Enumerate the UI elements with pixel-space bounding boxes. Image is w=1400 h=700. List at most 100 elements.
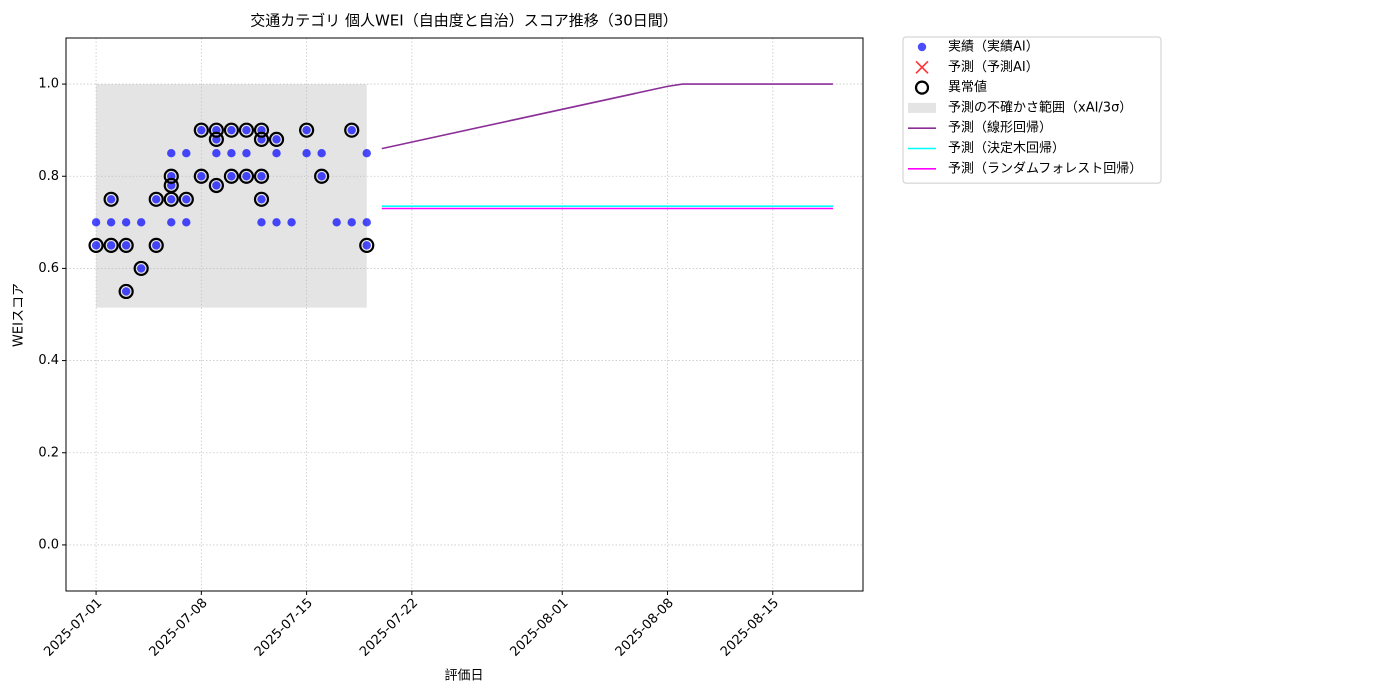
data-point (182, 149, 191, 158)
data-point (136, 218, 146, 227)
legend-swatch (908, 102, 936, 113)
legend-label: 予測（ランダムフォレスト回帰） (948, 160, 1142, 176)
data-point (106, 195, 116, 204)
anomaly-marker (208, 177, 224, 194)
anomaly-marker (299, 122, 315, 138)
data-point (362, 149, 371, 158)
data-point (182, 195, 191, 204)
anomaly-marker (359, 237, 375, 253)
anomaly-marker (223, 122, 240, 138)
anomaly-marker (133, 260, 149, 277)
anomaly-marker (103, 237, 119, 253)
anomaly-marker (163, 168, 179, 184)
anomaly-marker (88, 237, 104, 253)
data-point (227, 149, 236, 158)
chart-title: 交通カテゴリ 個人WEI（自由度と自治）スコア推移（30日間） (250, 12, 678, 30)
data-point (302, 149, 311, 158)
data-point (257, 218, 266, 227)
legend-box (902, 36, 1162, 184)
y-axis-label: WEIスコア (12, 283, 27, 347)
forecast-line (381, 83, 833, 150)
data-point (227, 172, 236, 181)
data-point (212, 181, 221, 190)
data-point (121, 287, 131, 296)
anomaly-marker (208, 122, 224, 138)
data-point (242, 149, 251, 158)
legend-swatch (917, 42, 927, 52)
data-point (332, 218, 341, 227)
legend-swatch (914, 80, 930, 95)
y-tick-label: 0.6 (38, 261, 59, 276)
data-point (197, 125, 206, 135)
x-axis-label: 評価日 (444, 669, 483, 684)
legend-label: 実績（実績AI） (948, 39, 1039, 55)
anomaly-marker (163, 177, 179, 194)
data-point (167, 195, 176, 204)
plot (88, 83, 833, 308)
anomaly-marker (208, 131, 224, 147)
data-point (317, 172, 326, 181)
anomaly-marker (253, 191, 270, 207)
anomaly-marker (118, 283, 134, 300)
data-point (362, 241, 371, 250)
y-tick-label: 1.0 (38, 77, 59, 92)
data-point (257, 195, 266, 204)
data-point (106, 218, 116, 227)
data-point (121, 218, 131, 227)
data-point (272, 135, 281, 144)
data-point (242, 172, 251, 181)
legend-label: 予測（予測AI） (948, 60, 1039, 75)
anomaly-marker (344, 122, 360, 138)
anomaly-marker (268, 131, 285, 147)
data-point (121, 241, 131, 250)
anomaly-marker (178, 191, 194, 207)
anomaly-marker (238, 122, 255, 138)
data-point (182, 218, 191, 227)
data-point (167, 218, 176, 227)
data-point (347, 218, 356, 227)
data-point (362, 218, 371, 227)
data-point (212, 149, 221, 158)
plot-frame (65, 37, 864, 592)
data-point (91, 241, 101, 250)
legend-label: 予測の不確かさ範囲（xAI/3σ） (948, 99, 1132, 115)
data-point (272, 149, 281, 158)
data-point (227, 125, 236, 135)
anomaly-marker (314, 168, 330, 184)
y-tick-label: 0.0 (38, 537, 59, 552)
anomaly-marker (103, 191, 119, 207)
data-point (242, 125, 251, 135)
y-tick-label: 0.2 (38, 445, 59, 460)
legend-label: 予測（決定木回帰） (948, 140, 1065, 156)
data-point (257, 172, 266, 181)
data-point (136, 264, 146, 273)
anomaly-marker (193, 122, 209, 138)
data-point (91, 218, 101, 227)
anomaly-marker (223, 168, 240, 184)
data-point (317, 149, 326, 158)
data-point (287, 218, 296, 227)
y-tick-label: 0.8 (38, 169, 59, 184)
data-point (106, 241, 116, 250)
anomaly-marker (148, 237, 164, 253)
data-point (197, 172, 206, 181)
anomaly-marker (253, 131, 270, 147)
legend-label: 予測（線形回帰） (948, 120, 1052, 136)
data-point (347, 125, 356, 135)
data-point (152, 241, 161, 250)
y-tick-label: 0.4 (38, 353, 59, 368)
legend-label: 異常値 (948, 79, 987, 95)
data-point (152, 195, 161, 204)
legend-swatch (915, 60, 929, 74)
uncertainty-band (96, 84, 367, 308)
data-point (272, 218, 281, 227)
anomaly-marker (253, 122, 270, 138)
anomaly-marker (148, 191, 164, 207)
anomaly-marker (118, 237, 134, 253)
anomaly-marker (193, 168, 209, 184)
anomaly-marker (253, 168, 270, 184)
data-point (302, 125, 311, 135)
anomaly-marker (238, 168, 255, 184)
